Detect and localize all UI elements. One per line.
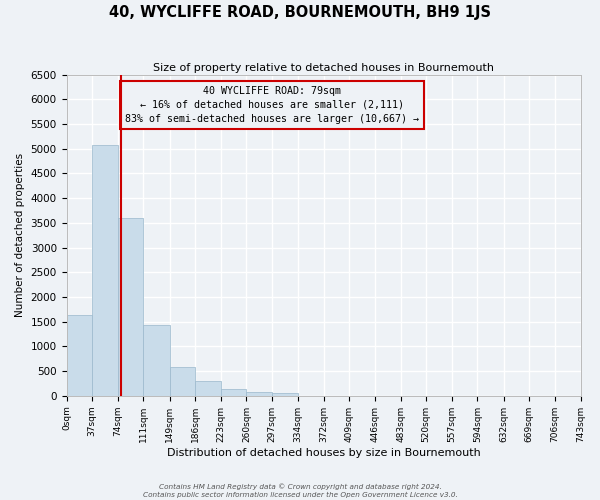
X-axis label: Distribution of detached houses by size in Bournemouth: Distribution of detached houses by size … [167, 448, 481, 458]
Bar [67, 316, 92, 396]
Y-axis label: Number of detached properties: Number of detached properties [15, 153, 25, 318]
Bar [247, 392, 272, 396]
Bar [221, 388, 247, 396]
Text: 40 WYCLIFFE ROAD: 79sqm
← 16% of detached houses are smaller (2,111)
83% of semi: 40 WYCLIFFE ROAD: 79sqm ← 16% of detache… [125, 86, 419, 124]
Bar [92, 145, 118, 396]
Text: Contains HM Land Registry data © Crown copyright and database right 2024.
Contai: Contains HM Land Registry data © Crown c… [143, 484, 457, 498]
Bar [195, 381, 221, 396]
Title: Size of property relative to detached houses in Bournemouth: Size of property relative to detached ho… [153, 62, 494, 72]
Text: 40, WYCLIFFE ROAD, BOURNEMOUTH, BH9 1JS: 40, WYCLIFFE ROAD, BOURNEMOUTH, BH9 1JS [109, 5, 491, 20]
Bar [143, 325, 170, 396]
Bar [272, 394, 298, 396]
Bar [170, 366, 195, 396]
Bar [118, 218, 143, 396]
